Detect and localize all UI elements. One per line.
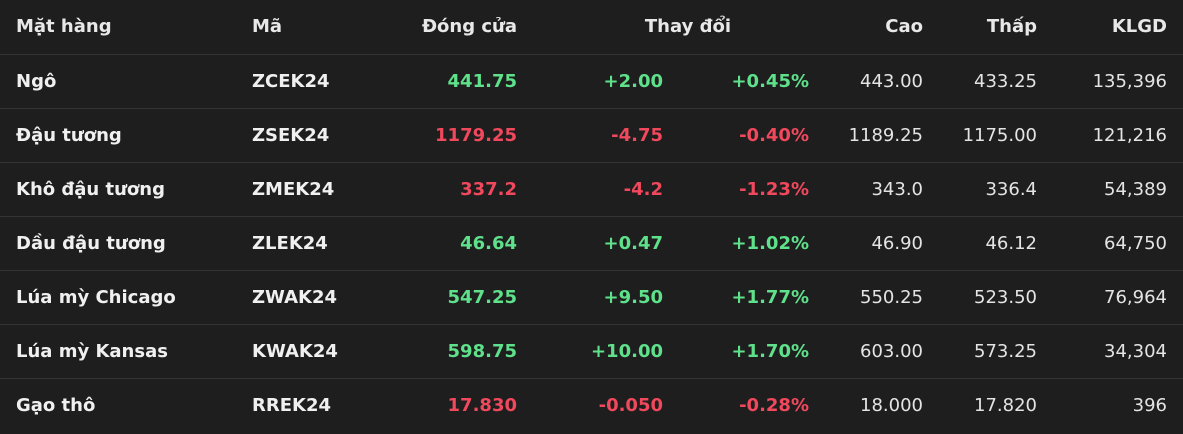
row-change-percent: +1.70% bbox=[731, 340, 809, 362]
row-volume: 34,304 bbox=[1104, 340, 1167, 362]
header-code[interactable]: Mã bbox=[252, 16, 283, 38]
row-low: 17.820 bbox=[974, 394, 1037, 416]
row-change-percent: -0.28% bbox=[739, 394, 809, 416]
row-change: +10.00 bbox=[590, 340, 663, 362]
table-row[interactable]: Gạo thô RREK24 17.830 -0.050 -0.28% 18.0… bbox=[0, 378, 1183, 432]
row-low: 336.4 bbox=[985, 178, 1037, 200]
row-code: ZSEK24 bbox=[252, 124, 330, 146]
row-high: 550.25 bbox=[860, 286, 923, 308]
table-row[interactable]: Ngô ZCEK24 441.75 +2.00 +0.45% 443.00 43… bbox=[0, 54, 1183, 108]
row-close: 547.25 bbox=[447, 286, 517, 308]
table-row[interactable]: Lúa mỳ Chicago ZWAK24 547.25 +9.50 +1.77… bbox=[0, 270, 1183, 324]
row-change: +0.47 bbox=[603, 232, 664, 254]
header-high[interactable]: Cao bbox=[885, 16, 923, 38]
row-high: 46.90 bbox=[871, 232, 923, 254]
row-change-percent: +0.45% bbox=[731, 70, 809, 92]
row-change: -0.050 bbox=[598, 394, 663, 416]
row-low: 1175.00 bbox=[962, 124, 1037, 146]
row-volume: 135,396 bbox=[1092, 70, 1167, 92]
row-volume: 396 bbox=[1132, 394, 1167, 416]
table-body: Ngô ZCEK24 441.75 +2.00 +0.45% 443.00 43… bbox=[0, 54, 1183, 432]
row-code: KWAK24 bbox=[252, 340, 338, 362]
header-row: Mặt hàng Mã Đóng cửa Thay đổi Cao Thấp K… bbox=[0, 0, 1183, 54]
row-name: Lúa mỳ Chicago bbox=[16, 286, 176, 308]
row-name: Ngô bbox=[16, 70, 57, 92]
row-code: ZLEK24 bbox=[252, 232, 328, 254]
table-header: Mặt hàng Mã Đóng cửa Thay đổi Cao Thấp K… bbox=[0, 0, 1183, 54]
row-change-percent: -1.23% bbox=[739, 178, 809, 200]
row-change: -4.2 bbox=[623, 178, 663, 200]
row-close: 441.75 bbox=[447, 70, 517, 92]
row-code: ZWAK24 bbox=[252, 286, 338, 308]
row-low: 573.25 bbox=[974, 340, 1037, 362]
row-name: Khô đậu tương bbox=[16, 178, 165, 200]
row-close: 337.2 bbox=[460, 178, 517, 200]
row-close: 598.75 bbox=[447, 340, 517, 362]
row-change: +9.50 bbox=[603, 286, 664, 308]
table-row[interactable]: Đậu tương ZSEK24 1179.25 -4.75 -0.40% 11… bbox=[0, 108, 1183, 162]
row-change-percent: +1.02% bbox=[731, 232, 809, 254]
row-name: Dầu đậu tương bbox=[16, 232, 166, 254]
row-high: 343.0 bbox=[871, 178, 923, 200]
row-high: 18.000 bbox=[860, 394, 923, 416]
header-name[interactable]: Mặt hàng bbox=[16, 16, 112, 38]
header-change-label: Thay đổi bbox=[644, 16, 731, 38]
row-volume: 121,216 bbox=[1092, 124, 1167, 146]
row-volume: 54,389 bbox=[1104, 178, 1167, 200]
row-low: 523.50 bbox=[974, 286, 1037, 308]
row-high: 443.00 bbox=[860, 70, 923, 92]
row-low: 46.12 bbox=[985, 232, 1037, 254]
row-high: 603.00 bbox=[860, 340, 923, 362]
header-change[interactable]: Thay đổi bbox=[517, 0, 809, 54]
row-change: +2.00 bbox=[603, 70, 664, 92]
row-volume: 64,750 bbox=[1104, 232, 1167, 254]
table-row[interactable]: Khô đậu tương ZMEK24 337.2 -4.2 -1.23% 3… bbox=[0, 162, 1183, 216]
row-volume: 76,964 bbox=[1104, 286, 1167, 308]
row-name: Đậu tương bbox=[16, 124, 122, 146]
row-change-percent: -0.40% bbox=[739, 124, 809, 146]
row-high: 1189.25 bbox=[848, 124, 923, 146]
row-change-percent: +1.77% bbox=[731, 286, 809, 308]
row-name: Lúa mỳ Kansas bbox=[16, 340, 168, 362]
table-row[interactable]: Lúa mỳ Kansas KWAK24 598.75 +10.00 +1.70… bbox=[0, 324, 1183, 378]
row-change: -4.75 bbox=[611, 124, 663, 146]
header-close[interactable]: Đóng cửa bbox=[421, 16, 517, 38]
row-low: 433.25 bbox=[974, 70, 1037, 92]
row-close: 1179.25 bbox=[435, 124, 517, 146]
row-close: 46.64 bbox=[460, 232, 517, 254]
row-code: RREK24 bbox=[252, 394, 332, 416]
row-code: ZMEK24 bbox=[252, 178, 335, 200]
table-row[interactable]: Dầu đậu tương ZLEK24 46.64 +0.47 +1.02% … bbox=[0, 216, 1183, 270]
row-code: ZCEK24 bbox=[252, 70, 330, 92]
header-low[interactable]: Thấp bbox=[986, 16, 1037, 38]
row-close: 17.830 bbox=[447, 394, 517, 416]
row-name: Gạo thô bbox=[16, 394, 96, 416]
header-volume[interactable]: KLGD bbox=[1111, 16, 1167, 38]
